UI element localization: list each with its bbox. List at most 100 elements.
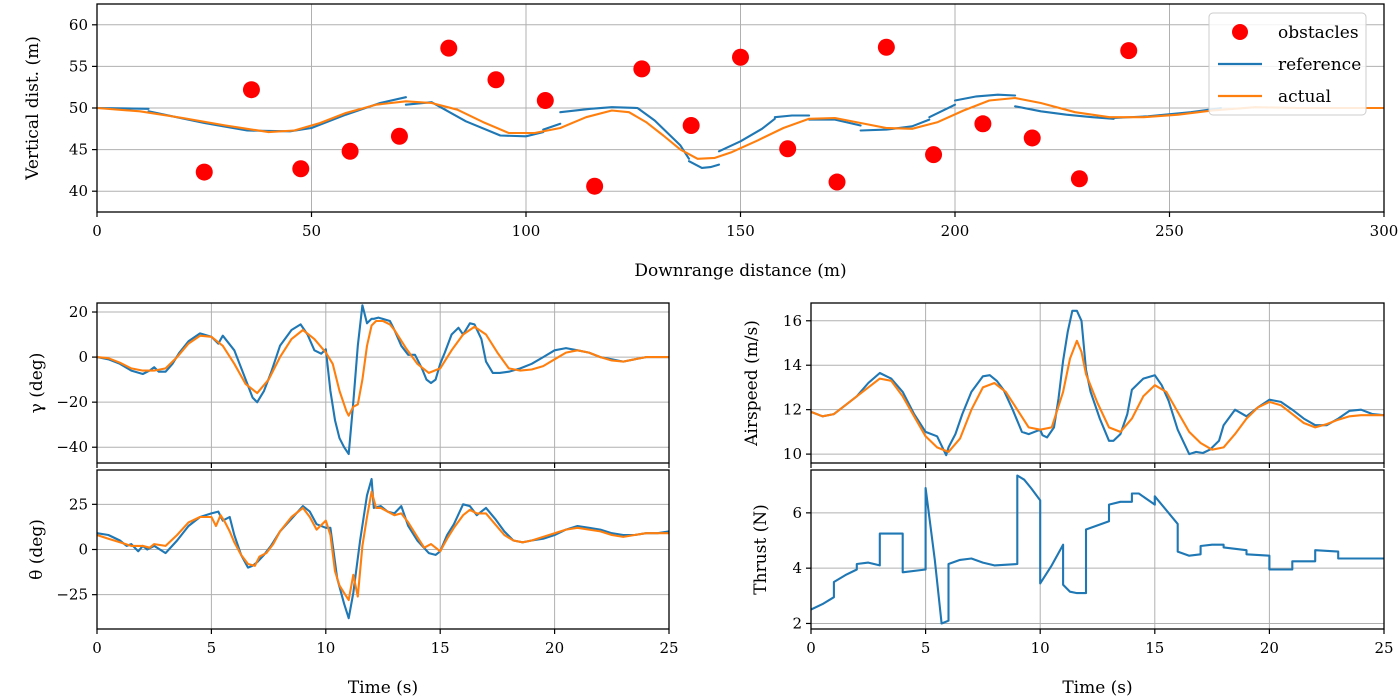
airspeed-ytick-label-2: 14 [783,356,802,374]
obstacle-point-15 [925,146,943,164]
obstacle-point-3 [341,142,359,160]
legend-frame [1208,12,1367,116]
legend: obstacles reference actual [1208,12,1367,116]
trajectory-xlabel: Downrange distance (m) [634,261,846,281]
trajectory-reference-line-13 [1014,105,1115,120]
thrust-xtick-label-0: 0 [806,639,816,657]
obstacle-point-17 [1023,129,1041,147]
theta-ytick-label-1: 0 [78,541,88,559]
trajectory-reference-line-2 [310,96,407,130]
trajectory-xtick-label-1: 50 [302,222,321,240]
trajectory-reference-line-6 [687,160,721,169]
trajectory-reference-line-9 [808,118,862,127]
trajectory-actual-line-0 [97,96,1384,160]
trajectory-xtick-label-3: 150 [726,222,755,240]
trajectory-ytick-label-4: 60 [69,16,88,34]
trajectory-panel: 0 50 100 150 200 250 300 40 45 50 55 60 Downrange di… [23,3,1399,281]
theta-xtick-label-2: 10 [316,639,335,657]
trajectory-ytick-label-3: 55 [69,57,88,75]
legend-actual-label: actual [1278,87,1331,107]
thrust-ytick-label-0: 2 [792,614,802,632]
trajectory-reference-line-11 [928,103,957,119]
trajectory-xtick-label-0: 0 [92,222,102,240]
obstacle-point-5 [440,39,458,57]
legend-reference-label: reference [1278,55,1361,75]
airspeed-actual-line-0 [811,339,1384,453]
thrust-ylabel: Thrust (N) [751,504,771,594]
theta-reference-line-0 [97,477,669,620]
trajectory-reference-line-5 [559,106,691,160]
thrust-ytick-label-1: 4 [792,559,802,577]
obstacle-point-10 [682,116,700,134]
obstacle-point-16 [974,115,992,133]
trajectory-ytick-label-2: 50 [69,99,88,117]
obstacle-point-14 [877,38,895,56]
theta-ytick-label-2: 25 [69,495,88,513]
theta-xtick-label-5: 25 [659,639,678,657]
airspeed-ytick-label-1: 12 [783,401,802,419]
theta-xtick-label-4: 20 [545,639,564,657]
trajectory-ytick-label-0: 40 [69,182,88,200]
trajectory-ytick-label-1: 45 [69,141,88,159]
theta-ytick-label-0: −25 [56,586,88,604]
thrust-panel: 0 5 10 15 20 25 2 4 6 Time (s) Thrust (N) [751,469,1394,698]
airspeed-ytick-label-0: 10 [783,445,802,463]
obstacle-point-1 [242,81,260,99]
trajectory-xtick-label-2: 100 [512,222,541,240]
gamma-actual-line-0 [97,319,669,417]
obstacle-point-8 [586,177,604,195]
theta-actual-line-0 [97,490,669,602]
thrust-xtick-label-3: 15 [1145,639,1164,657]
theta-panel: 0 5 10 15 20 25 −25 0 25 Time (s) θ (deg) [27,469,679,698]
thrust-xtick-label-2: 10 [1031,639,1050,657]
trajectory-reference-line-4 [542,122,562,131]
obstacle-point-7 [536,92,554,110]
obstacle-point-12 [779,140,797,158]
obstacle-point-9 [633,60,651,78]
gamma-ytick-label-1: −20 [56,393,88,411]
theta-xlabel: Time (s) [348,678,418,698]
thrust-frame [810,469,1385,630]
trajectory-xtick-label-5: 250 [1155,222,1184,240]
gamma-panel: −40 −20 0 20 γ (deg) [27,302,670,468]
trajectory-reference-line-12 [953,93,1017,102]
airspeed-ylabel: Airspeed (m/s) [742,320,762,447]
gamma-ylabel: γ (deg) [27,353,47,414]
obstacle-point-11 [732,48,749,66]
theta-ylabel: θ (deg) [27,519,47,580]
gamma-ytick-label-0: −40 [56,438,88,456]
theta-xtick-label-0: 0 [92,639,102,657]
obstacle-point-18 [1070,170,1088,188]
trajectory-xtick-label-4: 200 [941,222,970,240]
legend-obstacles-marker [1232,24,1248,40]
obstacle-point-19 [1120,42,1138,60]
thrust-thrust-line-0 [811,474,1384,625]
trajectory-reference-line-8 [773,114,811,119]
obstacle-point-6 [487,71,505,89]
airspeed-ytick-label-3: 16 [783,312,802,330]
thrust-xtick-label-5: 25 [1374,639,1393,657]
thrust-xlabel: Time (s) [1062,678,1132,698]
gamma-ytick-label-3: 20 [69,303,88,321]
airspeed-reference-line-0 [811,309,1384,457]
thrust-xtick-label-4: 20 [1260,639,1279,657]
trajectory-reference-line-3 [404,101,545,138]
theta-xtick-label-1: 5 [207,639,217,657]
trajectory-xtick-label-6: 300 [1370,222,1399,240]
obstacle-point-4 [390,127,408,145]
trajectory-ylabel: Vertical dist. (m) [23,36,43,181]
gamma-frame [96,302,670,464]
obstacle-point-13 [828,173,846,191]
thrust-ytick-label-2: 6 [792,504,802,522]
trajectory-reference-line-7 [717,117,776,153]
thrust-xtick-label-1: 5 [921,639,931,657]
obstacle-point-0 [195,163,213,181]
airspeed-frame [810,302,1385,464]
theta-xtick-label-3: 15 [431,639,450,657]
obstacle-point-2 [292,160,310,178]
trajectory-reference-line-1 [147,110,313,133]
gamma-reference-line-0 [97,304,669,456]
legend-obstacles-label: obstacles [1278,23,1359,43]
gamma-ytick-label-2: 0 [78,348,88,366]
